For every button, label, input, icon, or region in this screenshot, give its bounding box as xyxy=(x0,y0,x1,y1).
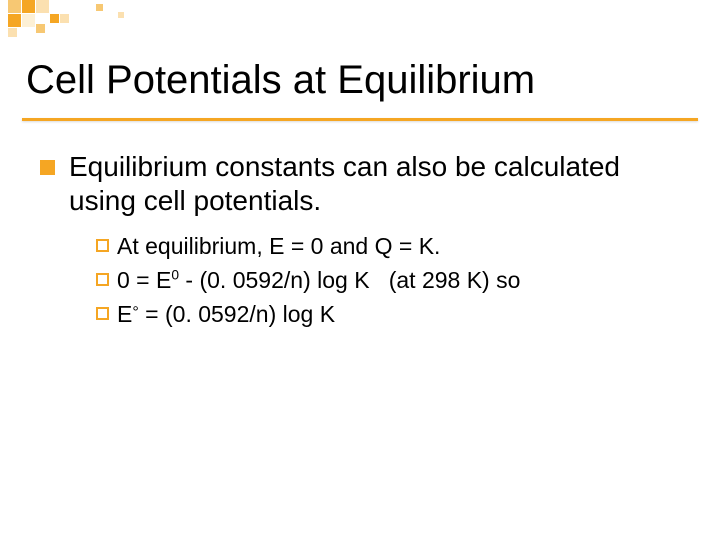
level2-group: At equilibrium, E = 0 and Q = K. 0 = E0 -… xyxy=(96,232,690,330)
level2-text: 0 = E0 - (0. 0592/n) log K (at 298 K) so xyxy=(117,266,520,296)
slide-content: Equilibrium constants can also be calcul… xyxy=(40,150,690,334)
decoration-square xyxy=(8,0,21,13)
decoration-square xyxy=(36,24,45,33)
level2-text: E° = (0. 0592/n) log K xyxy=(117,300,335,330)
decoration-square xyxy=(50,14,59,23)
corner-decoration xyxy=(0,0,140,42)
decoration-square xyxy=(22,14,35,27)
slide-title: Cell Potentials at Equilibrium xyxy=(26,58,535,103)
filled-square-bullet-icon xyxy=(40,160,55,175)
decoration-square xyxy=(36,0,49,13)
level1-text: Equilibrium constants can also be calcul… xyxy=(69,150,690,218)
outline-square-bullet-icon xyxy=(96,307,109,320)
outline-square-bullet-icon xyxy=(96,273,109,286)
decoration-square xyxy=(22,0,35,13)
outline-square-bullet-icon xyxy=(96,239,109,252)
decoration-square xyxy=(118,12,124,18)
decoration-square xyxy=(60,14,69,23)
bullet-level2: At equilibrium, E = 0 and Q = K. xyxy=(96,232,690,262)
decoration-square xyxy=(8,14,21,27)
bullet-level2: E° = (0. 0592/n) log K xyxy=(96,300,690,330)
title-underline xyxy=(22,118,698,121)
decoration-square xyxy=(96,4,103,11)
bullet-level2: 0 = E0 - (0. 0592/n) log K (at 298 K) so xyxy=(96,266,690,296)
level2-text: At equilibrium, E = 0 and Q = K. xyxy=(117,232,440,262)
decoration-square xyxy=(8,28,17,37)
bullet-level1: Equilibrium constants can also be calcul… xyxy=(40,150,690,218)
